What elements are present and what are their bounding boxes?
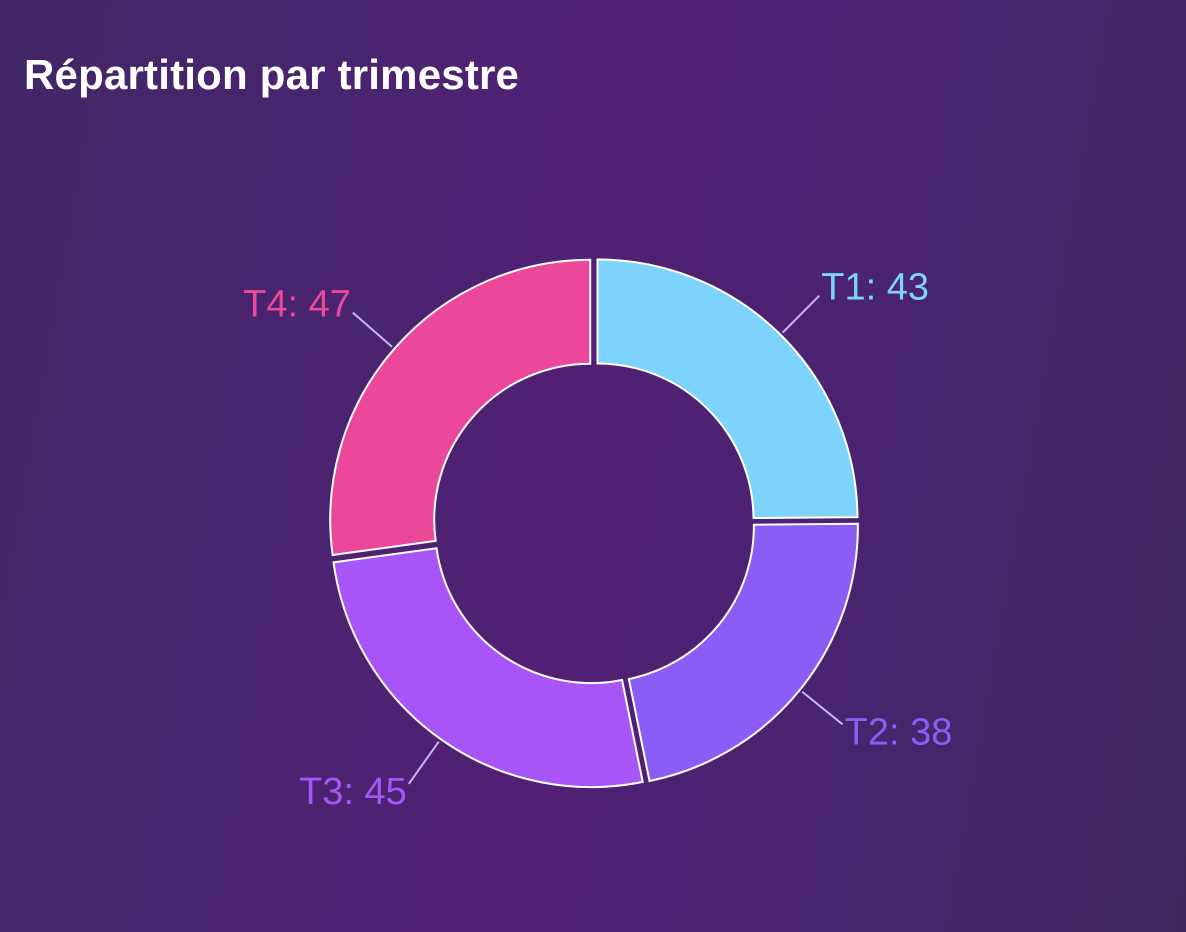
slice-label-t1: T1: 43 bbox=[821, 267, 929, 309]
slice-label-t2: T2: 38 bbox=[845, 711, 953, 753]
slice-t4[interactable] bbox=[329, 258, 592, 557]
leader-line-t4 bbox=[352, 311, 393, 348]
donut-slices bbox=[329, 258, 859, 789]
slice-labels: T1: 43 T2: 38 T3: 45 T4: 47 bbox=[243, 267, 952, 813]
slice-label-t4: T4: 47 bbox=[243, 284, 351, 326]
chart-title: Répartition par trimestre bbox=[24, 51, 520, 98]
label-leader-lines bbox=[352, 294, 844, 785]
slice-label-t3: T3: 45 bbox=[299, 771, 407, 813]
slice-t3[interactable] bbox=[332, 547, 644, 789]
leader-line-t3 bbox=[407, 740, 440, 785]
leader-line-t2 bbox=[801, 690, 844, 726]
slice-t1[interactable] bbox=[596, 258, 859, 520]
leader-line-t1 bbox=[781, 294, 820, 334]
slice-t2[interactable] bbox=[627, 522, 859, 783]
